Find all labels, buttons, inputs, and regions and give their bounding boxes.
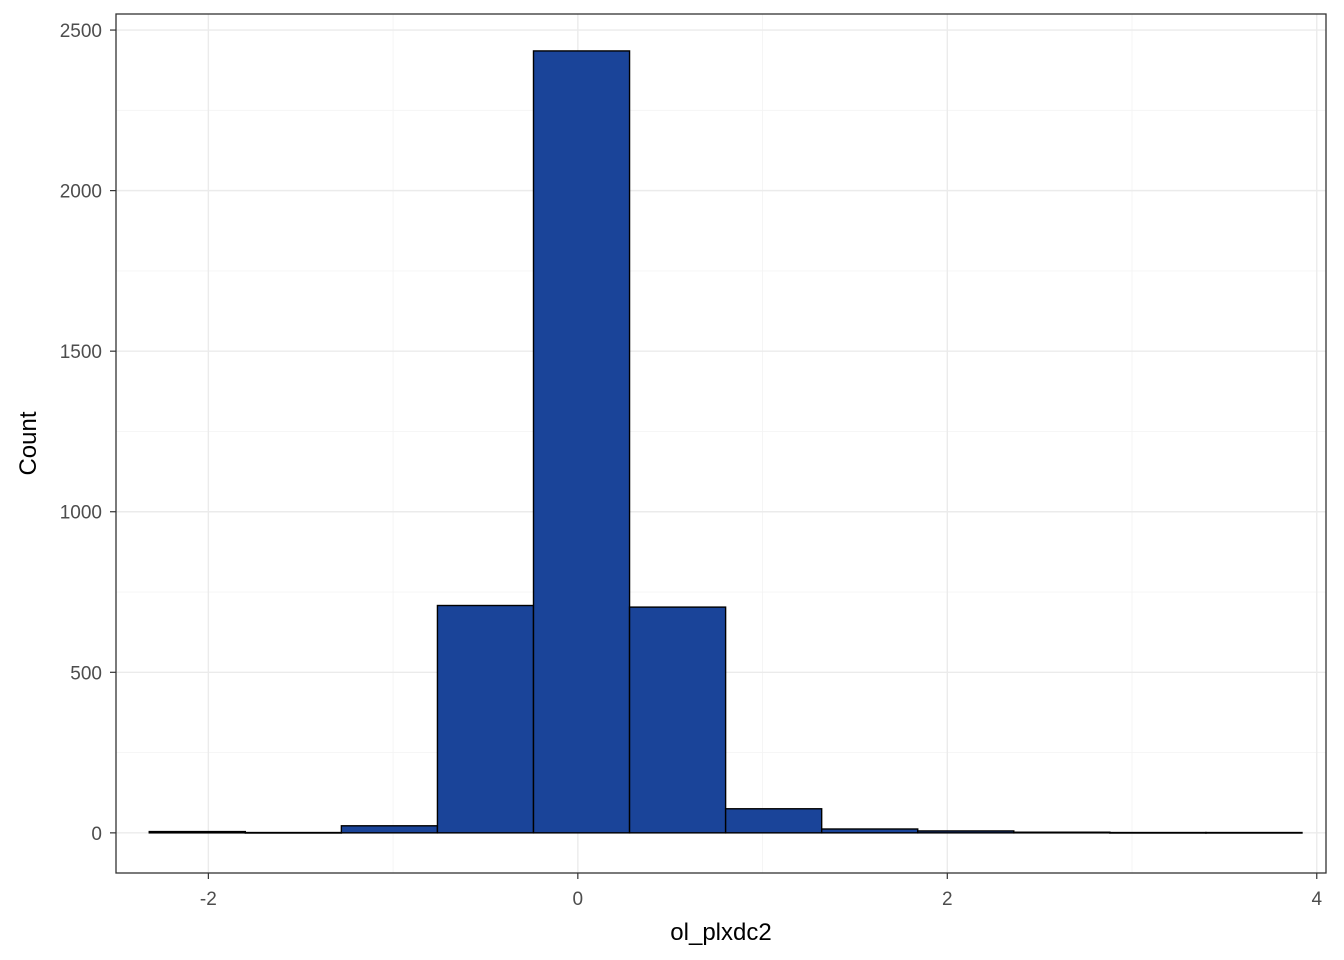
y-tick-label: 1000 [60, 503, 102, 524]
histogram-bar [340, 825, 439, 834]
y-tick-label: 2000 [60, 182, 102, 203]
y-tick-label: 500 [70, 663, 102, 684]
histogram-bar [436, 604, 535, 834]
histogram-bar [917, 830, 1015, 834]
histogram-bar [1013, 831, 1111, 834]
y-tick-label: 2500 [60, 21, 102, 42]
y-axis-ticks: 0 500 1000 1500 2000 2500 [60, 21, 116, 845]
histogram-bar [148, 830, 247, 834]
histogram-bar [1205, 831, 1303, 834]
histogram-bar [532, 50, 631, 834]
x-axis-title: ol_plxdc2 [670, 919, 771, 946]
histogram-bar [628, 606, 727, 834]
x-tick-label: 4 [1311, 889, 1322, 910]
x-tick-label: 0 [573, 889, 584, 910]
x-axis-ticks: -2 0 2 4 [200, 873, 1322, 910]
histogram-bars [148, 50, 1303, 834]
y-tick-label: 1500 [60, 342, 102, 363]
histogram-bar [1109, 831, 1207, 834]
panel-border [115, 13, 1327, 874]
histogram-bar [724, 808, 823, 834]
x-tick-label: -2 [200, 889, 217, 910]
histogram-bar [820, 828, 919, 834]
x-tick-label: 2 [942, 889, 953, 910]
histogram-bar [244, 831, 343, 834]
minor-gridlines [116, 14, 1326, 873]
y-tick-label: 0 [91, 824, 102, 845]
y-axis-title: Count [15, 411, 42, 475]
